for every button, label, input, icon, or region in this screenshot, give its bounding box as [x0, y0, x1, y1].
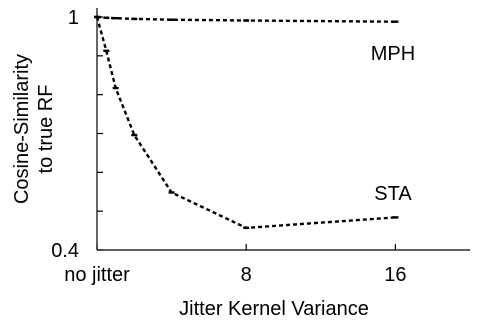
series-label-sta: STA [374, 183, 412, 205]
axes [96, 8, 470, 251]
x-axis-title: Jitter Kernel Variance [179, 298, 369, 320]
series-label-mph: MPH [371, 43, 415, 65]
series: MPH STA [94, 15, 415, 230]
x-tick-label: 8 [241, 264, 252, 286]
y-axis-title-line-1: Cosine-Similarity [11, 54, 33, 204]
y-tick-label: 1 [68, 7, 79, 29]
series-line-sta [95, 16, 396, 230]
x-tick-label: no jitter [64, 264, 130, 286]
labels: Jitter Kernel Variance Cosine-Similarity… [11, 54, 369, 320]
y-tick-label: 0.4 [51, 240, 79, 262]
y-axis-title-line-2: to true RF [35, 85, 57, 174]
y-ticks: 10.4 [51, 7, 103, 262]
x-ticks: no jitter 8 16 [64, 244, 407, 286]
x-tick-label: 16 [384, 264, 406, 286]
